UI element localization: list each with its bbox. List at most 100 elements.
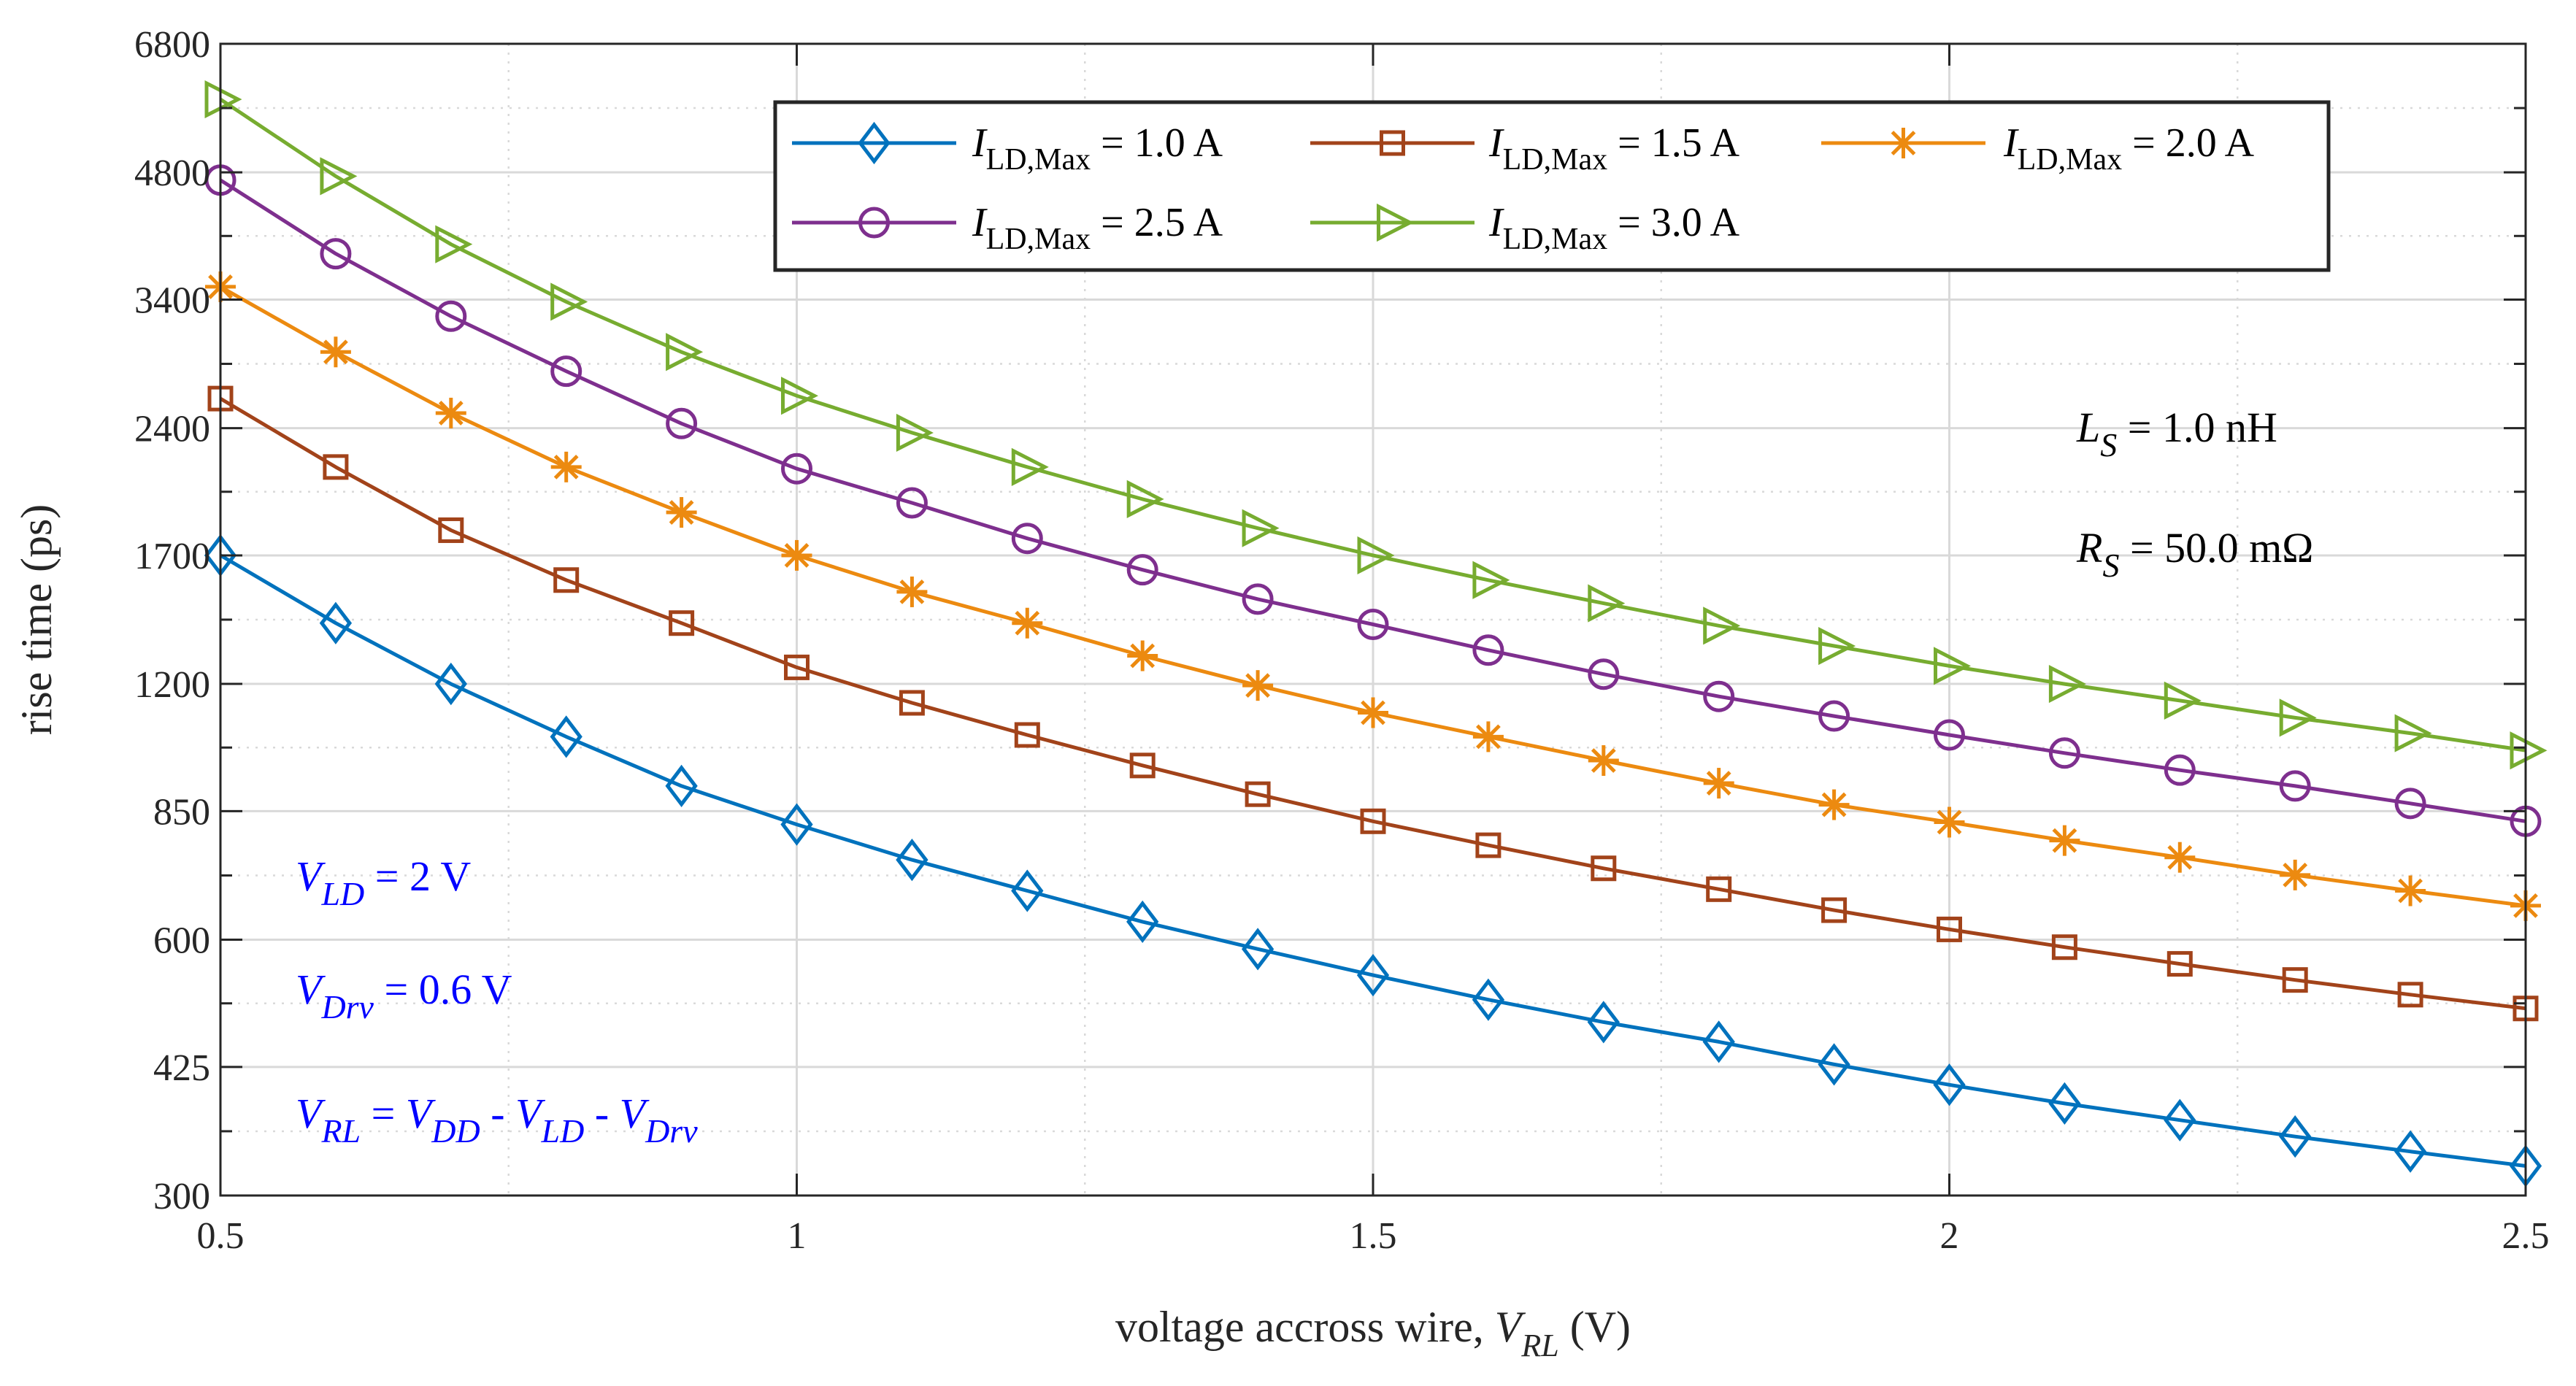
series-2-point (1360, 808, 1386, 834)
series-3-point-stroke (1245, 673, 1270, 698)
series-3-point-stroke (1130, 643, 1156, 669)
series-4-point (1126, 554, 1158, 586)
series-1-line (219, 553, 2526, 1168)
series-2-line (219, 396, 2526, 1011)
annotation-vdrv: VDrv = 0.6 V (296, 966, 512, 1025)
legend-entry-4: ILD,Max = 2.5 A (792, 200, 1223, 256)
series-5-point (1242, 509, 1280, 547)
series-4-line (219, 178, 2526, 823)
series-1-point (1011, 869, 1044, 912)
series-4-point (2164, 754, 2196, 786)
series-4-point (2048, 737, 2080, 769)
series-5-point (781, 377, 818, 415)
series-4-point (2394, 788, 2426, 820)
series-1-point (1241, 928, 1274, 971)
y-tick-label: 6800 (134, 24, 210, 66)
y-tick-label: 300 (153, 1176, 210, 1217)
y-tick-label: 850 (153, 791, 210, 833)
series-4-point (666, 407, 698, 439)
series-3-point-stroke (1937, 809, 1962, 835)
series-3 (205, 271, 2541, 921)
y-tick-label: 1200 (134, 664, 210, 706)
series-4-point (320, 238, 352, 270)
legend-marker-3-shape (1888, 128, 1919, 158)
series-5 (204, 80, 2548, 770)
series-3-point-stroke (1476, 724, 1501, 750)
series-5-point (2164, 681, 2202, 720)
series-2-point (2166, 951, 2193, 977)
x-tick-labels: 0.5 1 1.5 2 2.5 (197, 1215, 2550, 1257)
series-5-point (1703, 607, 1741, 645)
legend-marker-5-shape (1377, 203, 1414, 242)
y-tick-label: 425 (153, 1047, 210, 1089)
legend-marker-5 (1377, 203, 1414, 242)
series-1-point (434, 662, 467, 706)
series-3-point (1472, 721, 1504, 752)
series-4-point (550, 355, 583, 388)
legend-label-2: ILD,Max = 1.5 A (1488, 120, 1740, 177)
series-3-point-stroke (1015, 610, 1040, 636)
series-5-point (2279, 698, 2317, 737)
y-tick-label: 1700 (134, 536, 210, 577)
series-3-point (1127, 640, 1158, 671)
series-5-point (1934, 647, 1971, 685)
series-layer (204, 80, 2548, 1187)
series-1-point (319, 601, 353, 644)
y-tick-label: 3400 (134, 280, 210, 321)
series-3-point (320, 336, 351, 368)
series-3-point (1012, 607, 1043, 639)
series-4-point (2279, 770, 2311, 802)
legend-marker-3 (1888, 128, 1919, 158)
series-3-point (2280, 859, 2311, 890)
series-4-point (1818, 700, 1850, 732)
series-2-point (2397, 982, 2423, 1008)
series-3-point-stroke (2283, 862, 2308, 888)
legend-entry-5: ILD,Max = 3.0 A (1310, 200, 1740, 256)
series-3-point-stroke (2167, 844, 2193, 870)
series-1-point (665, 764, 698, 808)
series-5-point (1126, 480, 1164, 518)
series-2-point (1475, 832, 1502, 858)
series-3-point-stroke (438, 401, 464, 426)
series-2-point (553, 567, 580, 593)
series-5-point (550, 282, 588, 321)
series-4-point (1242, 583, 1274, 615)
series-4-point (1472, 634, 1504, 666)
series-4-point (435, 300, 467, 332)
series-2-point (438, 517, 464, 543)
series-5-point (2394, 714, 2432, 752)
y-tick-labels: 300 425 600 850 1200 1700 2400 3400 4800 6800 (134, 24, 210, 1217)
series-3-point-stroke (1361, 700, 1385, 725)
legend: ILD,Max = 1.0 A ILD,Max = 1.5 A ILD,Max … (773, 100, 2331, 272)
x-axis-label: voltage accross wire, VRL (V) (1115, 1303, 1631, 1363)
series-1-point (2164, 1098, 2196, 1141)
series-1-point (550, 715, 583, 758)
series-1-point (1587, 1001, 1620, 1044)
series-2-point (669, 610, 695, 636)
series-4-point (1588, 658, 1620, 690)
y-tick-label: 4800 (134, 153, 210, 194)
legend-marker-2 (1380, 130, 1405, 156)
series-5-point (435, 225, 473, 263)
series-3-point-stroke (2052, 828, 2077, 853)
series-4-point (1357, 609, 1389, 641)
series-2-point (1014, 722, 1040, 748)
series-2-point (1706, 876, 1732, 902)
legend-label-3: ILD,Max = 2.0 A (2003, 120, 2255, 177)
series-5-point (1357, 536, 1395, 575)
series-1-point (896, 838, 928, 882)
series-3-point-stroke (1591, 748, 1616, 773)
legend-marker-2-shape (1380, 130, 1405, 156)
legend-label-4: ILD,Max = 2.5 A (972, 200, 1223, 256)
series-3-point-stroke (1821, 792, 1847, 817)
series-2-point (2051, 934, 2077, 960)
series-1-point (2279, 1115, 2312, 1158)
series-3-point (2049, 825, 2080, 856)
series-3-point (550, 451, 582, 482)
annotation-vld: VLD = 2 V (296, 852, 471, 912)
y-axis-label: rise time (ps) (12, 504, 61, 736)
series-1-point (780, 803, 813, 846)
series-5-line (219, 98, 2526, 752)
x-tick-label: 2 (1940, 1215, 1959, 1257)
series-1-point (1818, 1043, 1850, 1086)
